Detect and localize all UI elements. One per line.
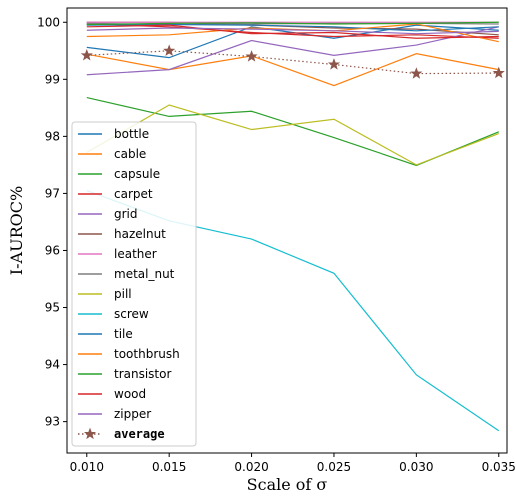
legend-label-grid: grid <box>114 207 138 221</box>
y-tick-label: 96 <box>45 243 60 257</box>
x-tick-label: 0.010 <box>70 460 104 474</box>
series-lines <box>80 21 505 432</box>
legend-label-cable: cable <box>114 147 146 161</box>
legend: bottle cable capsule carpet grid hazelnut leat… <box>71 121 197 447</box>
legend-label-screw: screw <box>114 307 149 321</box>
series-line-pill <box>86 104 499 166</box>
plot-frame <box>66 7 508 454</box>
y-tick-label: 100 <box>37 15 60 29</box>
legend-label-average: average <box>114 427 165 441</box>
y-tick-label: 97 <box>45 186 60 200</box>
x-tick-label: 0.030 <box>399 460 433 474</box>
axis-ticks: 0.010 0.015 0.020 0.025 0.030 0.035 93 94 95 96 97… <box>37 15 516 474</box>
y-axis-label: I-AUROC% <box>7 186 26 275</box>
legend-label-zipper: zipper <box>114 407 151 421</box>
legend-marker-average <box>83 427 97 440</box>
legend-box <box>71 121 197 447</box>
legend-label-toothbrush: toothbrush <box>114 347 180 361</box>
data-point-average <box>410 67 423 79</box>
legend-label-hazelnut: hazelnut <box>114 227 166 241</box>
x-tick-label: 0.035 <box>482 460 516 474</box>
legend-label-capsule: capsule <box>114 167 160 181</box>
x-tick-label: 0.015 <box>152 460 186 474</box>
series-line-transistor <box>86 21 499 26</box>
legend-label-tile: tile <box>114 327 133 341</box>
legend-label-carpet: carpet <box>114 187 153 201</box>
data-point-average <box>163 44 176 56</box>
series-line-grid <box>86 26 499 76</box>
data-point-average <box>327 58 341 70</box>
legend-label-wood: wood <box>114 387 146 401</box>
x-axis-label: Scale of σ <box>247 475 328 494</box>
series-line-zipper <box>86 27 499 35</box>
data-point-average <box>492 66 505 79</box>
y-tick-label: 98 <box>45 129 60 143</box>
data-point-average <box>80 48 93 61</box>
series-line-carpet <box>86 23 499 39</box>
legend-label-metal_nut: metal_nut <box>114 267 175 281</box>
y-tick-label: 99 <box>45 72 60 86</box>
legend-label-pill: pill <box>114 287 132 301</box>
series-line-cable <box>86 53 499 87</box>
series-line-average <box>86 50 499 75</box>
x-tick-label: 0.025 <box>317 460 351 474</box>
y-tick-label: 93 <box>45 415 60 429</box>
y-tick-label: 95 <box>45 301 60 315</box>
series-line-tile <box>86 23 499 32</box>
legend-label-bottle: bottle <box>114 127 149 141</box>
x-tick-label: 0.020 <box>234 460 268 474</box>
series-line-wood <box>86 24 499 39</box>
legend-label-transistor: transistor <box>114 367 171 381</box>
data-point-average <box>245 50 258 62</box>
legend-label-leather: leather <box>114 247 157 261</box>
y-tick-label: 94 <box>45 358 60 372</box>
